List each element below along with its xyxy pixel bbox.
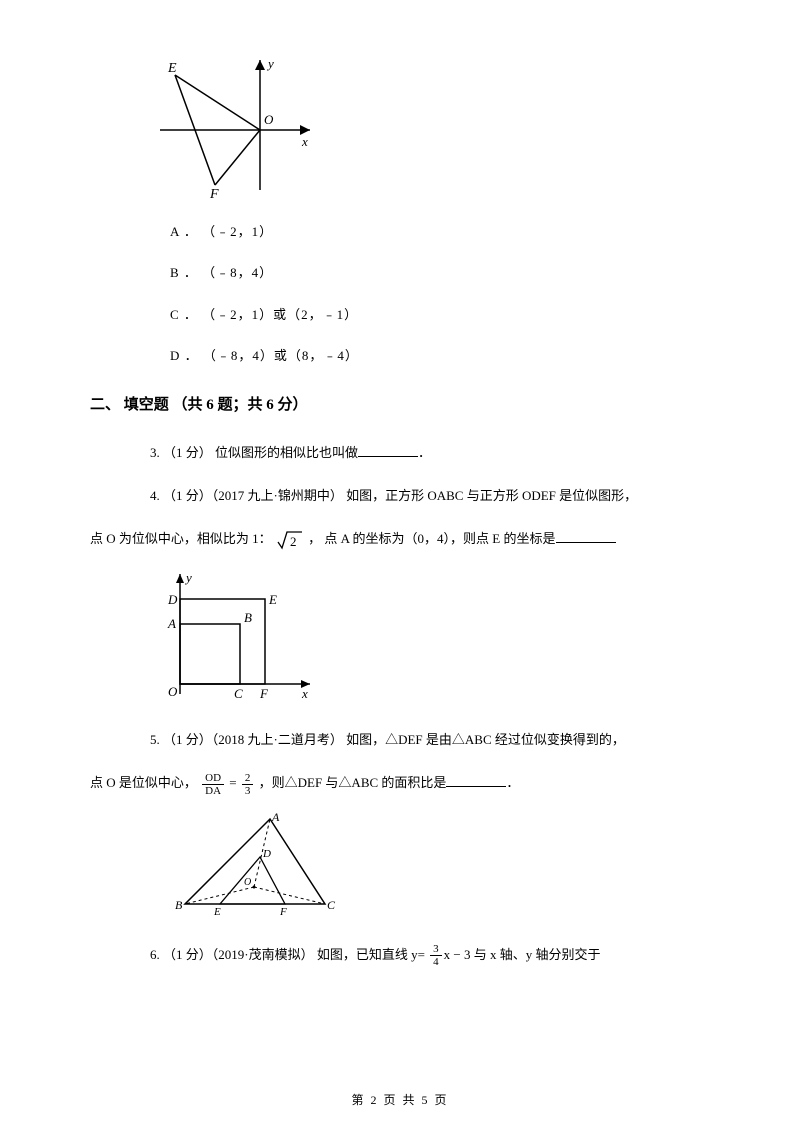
figure-q4-squares: D A B E O C F x y: [150, 564, 710, 704]
q6-line1-c: 与 x 轴、y 轴分别交于: [474, 947, 601, 962]
choice-D: D ． （﹣8，4）或（8，﹣4）: [170, 344, 710, 367]
section-title-2: 二、 填空题 （共 6 题；共 6 分）: [90, 392, 710, 419]
q4-blank: [556, 530, 616, 543]
page-body: E F O x y A ． （﹣2，1） B ． （﹣8，4） C ． （﹣2，…: [0, 0, 800, 1012]
q5-line2-a: 点 O 是位似中心，: [90, 775, 197, 790]
label-x: x: [301, 134, 308, 149]
label-y: y: [266, 56, 274, 71]
q3-text-a: 3. （1 分） 位似图形的相似比也叫做: [150, 445, 358, 460]
figure-q5-triangles: A B C D E F O: [170, 809, 710, 919]
question-4: 4. （1 分）（2017 九上·锦州期中） 如图，正方形 OABC 与正方形 …: [150, 480, 710, 511]
sqrt-icon: 2: [277, 530, 303, 550]
svg-text:F: F: [279, 906, 287, 918]
q5-blank: [446, 774, 506, 787]
svg-text:F: F: [259, 686, 269, 701]
svg-text:O: O: [244, 877, 251, 888]
choice-list: A ． （﹣2，1） B ． （﹣8，4） C ． （﹣2，1）或（2，﹣1） …: [170, 220, 710, 368]
svg-text:A: A: [271, 810, 280, 824]
frac-2-3: 2 3: [242, 772, 254, 797]
q5-line1: 5. （1 分）（2018 九上·二道月考） 如图，△DEF 是由△ABC 经过…: [150, 732, 625, 747]
q4-line2-b: ， 点 A 的坐标为（0，4），则点 E 的坐标是: [308, 531, 555, 546]
svg-text:C: C: [327, 898, 336, 912]
q4-line1: 4. （1 分）（2017 九上·锦州期中） 如图，正方形 OABC 与正方形 …: [150, 488, 637, 503]
svg-text:A: A: [167, 616, 176, 631]
label-F: F: [209, 187, 219, 200]
q6-line1-b: x − 3: [444, 947, 471, 962]
svg-text:O: O: [168, 684, 178, 699]
q4-line2-a: 点 O 为位似中心，相似比为 1：: [90, 531, 272, 546]
svg-text:B: B: [244, 610, 252, 625]
q3-text-b: ．: [418, 445, 431, 460]
svg-text:E: E: [268, 592, 277, 607]
svg-text:B: B: [175, 898, 183, 912]
svg-text:D: D: [167, 592, 178, 607]
question-4-line2: 点 O 为位似中心，相似比为 1： 2 ， 点 A 的坐标为（0，4），则点 E…: [90, 523, 710, 554]
svg-text:2: 2: [290, 534, 297, 549]
frac-3-4: 3 4: [430, 943, 442, 968]
choice-C: C ． （﹣2，1）或（2，﹣1）: [170, 303, 710, 326]
label-O: O: [264, 112, 274, 127]
svg-text:C: C: [234, 686, 243, 701]
svg-text:x: x: [301, 686, 308, 701]
q6-line1-a: 6. （1 分）（2019·茂南模拟） 如图，已知直线 y=: [150, 947, 428, 962]
label-E: E: [167, 61, 177, 76]
question-5-line2: 点 O 是位似中心， OD DA = 2 3 ，则△DEF 与△ABC 的面积比…: [90, 767, 710, 798]
choice-B: B ． （﹣8，4）: [170, 261, 710, 284]
svg-text:E: E: [213, 906, 221, 918]
q3-blank: [358, 444, 418, 457]
svg-text:D: D: [262, 848, 271, 860]
frac-od-da: OD DA: [202, 772, 224, 797]
question-5: 5. （1 分）（2018 九上·二道月考） 如图，△DEF 是由△ABC 经过…: [150, 724, 710, 755]
figure-q2-coordinates: E F O x y: [150, 50, 710, 200]
svg-text:y: y: [184, 570, 192, 585]
question-3: 3. （1 分） 位似图形的相似比也叫做 ．: [150, 437, 710, 468]
q5-eq: =: [229, 775, 240, 790]
page-footer: 第 2 页 共 5 页: [0, 1090, 800, 1112]
choice-A: A ． （﹣2，1）: [170, 220, 710, 243]
q5-line2-b: ，则△DEF 与△ABC 的面积比是: [259, 775, 447, 790]
q5-line2-c: ．: [506, 775, 519, 790]
question-6: 6. （1 分）（2019·茂南模拟） 如图，已知直线 y= 3 4 x − 3…: [150, 939, 710, 970]
